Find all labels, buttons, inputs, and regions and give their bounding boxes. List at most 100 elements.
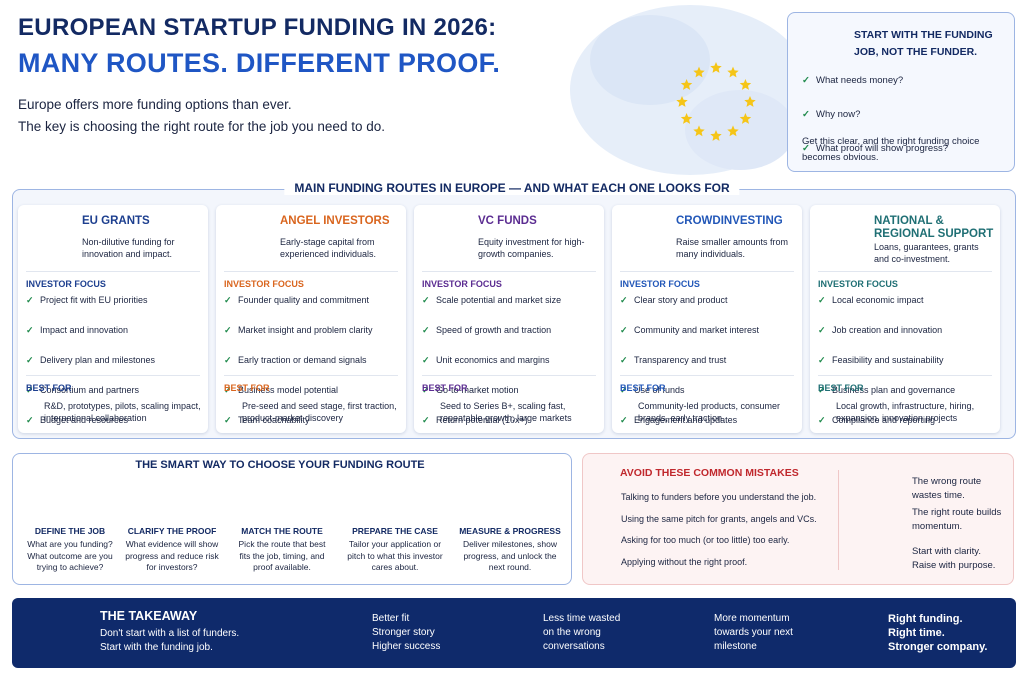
- divider: [422, 375, 596, 376]
- step-number: 3: [243, 478, 249, 488]
- star: [693, 66, 705, 78]
- route-name: NATIONAL & REGIONAL SUPPORT: [874, 215, 994, 240]
- title-line-1: EUROPEAN STARTUP FUNDING IN 2026:: [18, 14, 497, 41]
- job-note: Get this clear, and the right funding ch…: [802, 136, 980, 163]
- route-card: CROWDINVESTING Raise smaller amounts from…: [612, 205, 802, 433]
- focus-item: Delivery plan and milestones: [26, 353, 216, 368]
- focus-item: Return potential (10x+): [422, 413, 612, 428]
- focus-item: Clear story and product: [620, 293, 810, 308]
- job-question: What proof will show progress?: [802, 141, 1024, 156]
- star: [739, 113, 752, 124]
- best-for: Pre-seed and seed stage, first traction,…: [242, 401, 397, 423]
- divider: [224, 271, 398, 272]
- mistake-side: The right route builds momentum.: [912, 507, 1002, 532]
- job-title: START WITH THE FUNDING JOB, NOT THE FUND…: [854, 29, 993, 58]
- focus-label: INVESTOR FOCUS: [224, 279, 304, 289]
- focus-item: Community and market interest: [620, 323, 810, 338]
- takeaway-final: Right time.: [888, 627, 945, 639]
- focus-item: Compliance and reporting: [818, 413, 1008, 428]
- step-title: DEFINE THE JOB: [34, 526, 106, 536]
- step-title: MEASURE & PROGRESS: [459, 526, 561, 536]
- divider: [26, 375, 200, 376]
- takeaway-point: Stronger story: [372, 627, 435, 638]
- focus-item: Budget and resources: [26, 413, 216, 428]
- star: [680, 79, 693, 90]
- divider: [26, 271, 200, 272]
- best-for: Community-led products, consumer brands,…: [638, 401, 781, 423]
- takeaway-final: Right funding.: [888, 613, 963, 625]
- mistake-item: Asking for too much (or too little) too …: [621, 535, 790, 545]
- divider: [422, 271, 596, 272]
- best-label: BEST FOR: [224, 383, 270, 393]
- focus-item: Team coachability: [224, 413, 414, 428]
- focus-item: Transparency and trust: [620, 353, 810, 368]
- focus-label: INVESTOR FOCUS: [818, 279, 898, 289]
- star: [693, 125, 705, 137]
- star: [710, 62, 722, 73]
- route-card: NATIONAL & REGIONAL SUPPORT Loans, guaran…: [810, 205, 1000, 433]
- focus-item: Go-to-market motion: [422, 383, 612, 398]
- focus-item: Founder quality and commitment: [224, 293, 414, 308]
- focus-item: Engagement and updates: [620, 413, 810, 428]
- route-card: VC FUNDS Equity investment for high-growt…: [414, 205, 604, 433]
- best-label: BEST FOR: [620, 383, 666, 393]
- route-card: ANGEL INVESTORS Early-stage capital from …: [216, 205, 406, 433]
- star: [727, 66, 739, 78]
- title-line-2: MANY ROUTES. DIFFERENT PROOF.: [18, 48, 501, 78]
- route-name: VC FUNDS: [478, 215, 537, 227]
- star: [727, 125, 739, 137]
- step-number: 2: [133, 478, 139, 488]
- takeaway-band: [12, 598, 1016, 668]
- mistake-side: Start with clarity. Raise with purpose.: [912, 546, 996, 571]
- best-for: R&D, prototypes, pilots, scaling impact,…: [44, 401, 201, 423]
- star: [680, 113, 693, 124]
- takeaway-point: Higher success: [372, 641, 441, 652]
- focus-item: Impact and innovation: [26, 323, 216, 338]
- mistake-side: The wrong route wastes time.: [912, 476, 982, 501]
- best-for: Seed to Series B+, scaling fast, repeata…: [440, 401, 572, 423]
- star: [676, 96, 688, 107]
- route-name: ANGEL INVESTORS: [280, 215, 390, 227]
- route-description: Non-dilutive funding for innovation and …: [82, 237, 175, 259]
- job-box: START WITH THE FUNDING JOB, NOT THE FUND…: [787, 12, 1015, 172]
- intro-line: Europe offers more funding options than …: [18, 97, 292, 112]
- route-card: EU GRANTS Non-dilutive funding for innova…: [18, 205, 208, 433]
- focus-item: Feasibility and sustainability: [818, 353, 1008, 368]
- step-text: What are you funding? What outcome are y…: [27, 539, 113, 572]
- takeaway-title: THE TAKEAWAY: [100, 609, 198, 623]
- focus-item: Project fit with EU priorities: [26, 293, 216, 308]
- focus-item: Local economic impact: [818, 293, 1008, 308]
- route-name: CROWDINVESTING: [676, 215, 783, 227]
- route-name: EU GRANTS: [82, 215, 150, 227]
- best-label: BEST FOR: [26, 383, 72, 393]
- focus-label: INVESTOR FOCUS: [620, 279, 700, 289]
- focus-label: INVESTOR FOCUS: [26, 279, 106, 289]
- step-text: Deliver milestones, show progress, and u…: [462, 539, 557, 572]
- step-text: What evidence will show progress and red…: [125, 539, 219, 572]
- best-label: BEST FOR: [422, 383, 468, 393]
- mistake-item: Using the same pitch for grants, angels …: [621, 513, 817, 524]
- focus-item: Scale potential and market size: [422, 293, 612, 308]
- star: [710, 130, 722, 141]
- step-number: 1: [31, 478, 37, 488]
- divider: [838, 470, 839, 570]
- takeaway-point: Less time wasted on the wrong conversati…: [543, 613, 621, 652]
- step-number: 4: [356, 478, 362, 488]
- divider: [818, 375, 992, 376]
- focus-item: Market insight and problem clarity: [224, 323, 414, 338]
- mistake-item: Applying without the right proof.: [621, 556, 748, 567]
- divider: [620, 375, 794, 376]
- step-title: CLARIFY THE PROOF: [127, 526, 217, 536]
- focus-item: Job creation and innovation: [818, 323, 1008, 338]
- routes-title: MAIN FUNDING ROUTES IN EUROPE — AND WHAT…: [284, 181, 740, 195]
- step-title: PREPARE THE CASE: [352, 526, 438, 536]
- route-description: Loans, guarantees, grants and co-investm…: [874, 242, 979, 264]
- focus-item: Use of funds: [620, 383, 810, 398]
- focus-label: INVESTOR FOCUS: [422, 279, 502, 289]
- divider: [620, 271, 794, 272]
- job-question: What needs money?: [802, 73, 1024, 88]
- focus-item: Unit economics and margins: [422, 353, 612, 368]
- step-title: MATCH THE ROUTE: [241, 526, 323, 536]
